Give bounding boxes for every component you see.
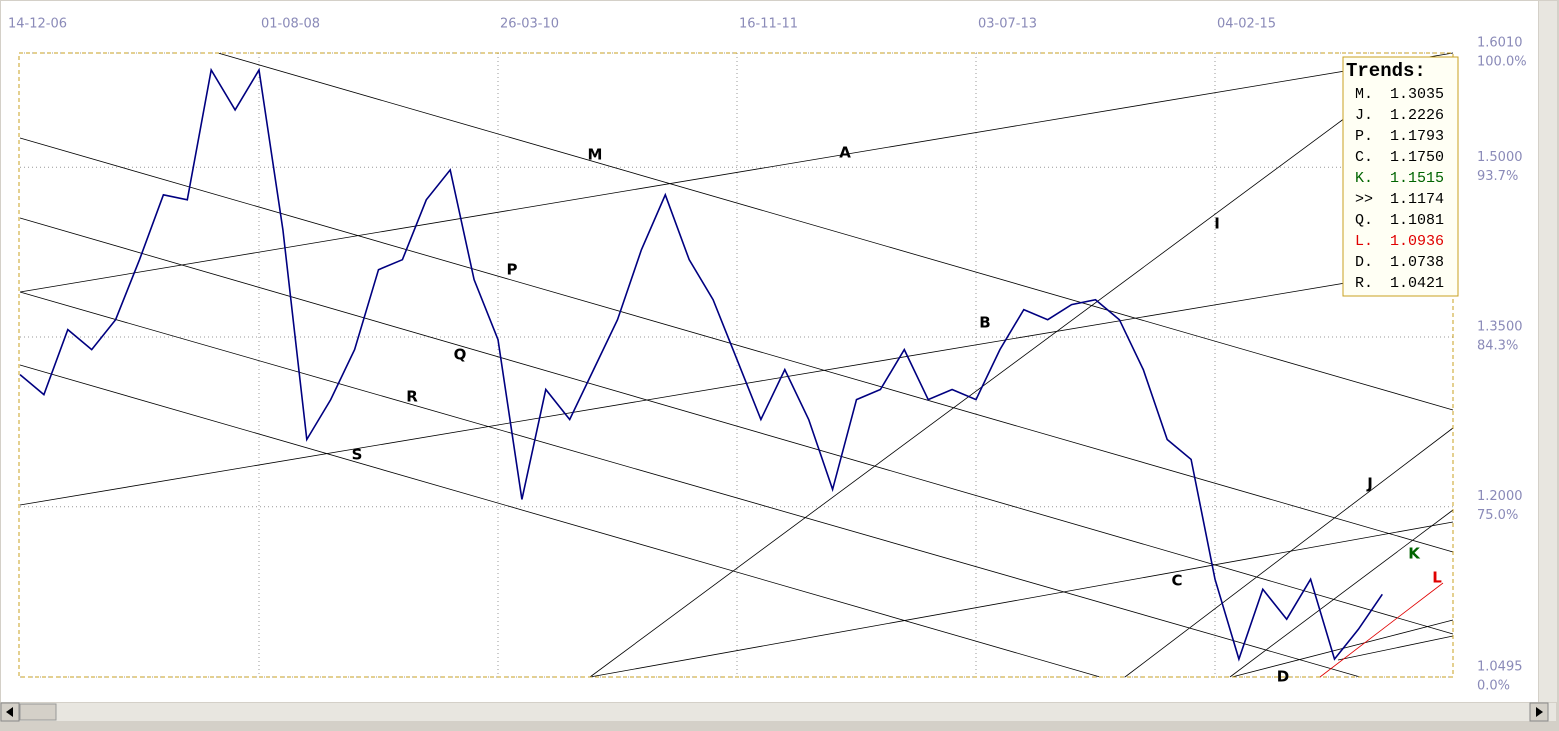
trend-line [19, 52, 1454, 293]
y-tick-percent-label: 100.0% [1477, 55, 1527, 70]
plot-border [18, 52, 1454, 678]
trend-line [589, 521, 1454, 678]
x-tick-label: 01-08-08 [261, 17, 320, 32]
trend-line-label: K [1408, 545, 1421, 563]
arrow-right-icon [1536, 707, 1543, 717]
trend-row-value: 1.0421 [1390, 275, 1444, 292]
horizontal-scrollbar[interactable] [1, 703, 1556, 721]
trend-line-label: R [406, 388, 418, 406]
trend-row-label: Q. [1355, 212, 1373, 229]
y-tick-label: 1.6010 [1477, 36, 1523, 51]
trend-line-label: I [1214, 215, 1220, 233]
x-tick-label: 16-11-11 [739, 17, 798, 32]
chart-background [1, 1, 1538, 702]
trend-row-label: L. [1355, 233, 1373, 250]
trends-box [1342, 56, 1459, 297]
trend-row-value: 1.1174 [1390, 191, 1444, 208]
y-tick-label: 1.0495 [1477, 660, 1523, 675]
trend-line-label: M [588, 146, 603, 164]
trend-line-label: B [979, 314, 990, 332]
trend-line [19, 264, 1454, 506]
y-tick-label: 1.5000 [1477, 150, 1523, 165]
y-tick-percent-label: 0.0% [1477, 679, 1510, 694]
trend-row-value: 1.1081 [1390, 212, 1444, 229]
trends-title: Trends: [1346, 60, 1426, 82]
trend-lines [19, 52, 1454, 678]
trend-row-label: J. [1355, 107, 1373, 124]
arrow-left-icon [6, 707, 13, 717]
trend-line [19, 364, 1101, 678]
trend-line-labels: M A P Q R S B I J C KL D [352, 144, 1443, 686]
trend-row-value: 1.0936 [1390, 233, 1444, 250]
trend-line-label: Q [454, 346, 467, 364]
price-line [19, 67, 1383, 662]
plot [19, 67, 1383, 662]
trend-line [1337, 635, 1454, 661]
trend-row-label: P. [1355, 128, 1373, 145]
trend-row-label: M. [1355, 86, 1373, 103]
trend-line-label: A [839, 144, 851, 162]
axis-labels: 1.6010 100.0% 1.5000 93.7% 1.3500 84.3% 1.2000… [8, 17, 1527, 694]
trend-row-label: R. [1355, 275, 1373, 292]
y-tick-percent-label: 93.7% [1477, 169, 1518, 184]
trend-line-label: L [1432, 569, 1442, 587]
trend-line [589, 117, 1346, 678]
trend-line [1229, 509, 1454, 678]
trends-rows: M. 1.3035 J. 1.2226 P. 1.1793 C. 1.1750 K. 1.1515… [1355, 86, 1444, 292]
x-tick-label: 26-03-10 [500, 17, 559, 32]
trend-line [1124, 427, 1454, 678]
trend-line-label: S [352, 446, 363, 464]
trend-row-label: C. [1355, 149, 1373, 166]
y-tick-percent-label: 75.0% [1477, 508, 1518, 523]
trend-row-value: 1.1515 [1390, 170, 1444, 187]
x-tick-label: 03-07-13 [978, 17, 1037, 32]
trend-row-value: 1.2226 [1390, 107, 1444, 124]
trend-line-label: P [507, 261, 518, 279]
vertical-scrollbar[interactable] [1539, 1, 1557, 702]
y-tick-label: 1.2000 [1477, 489, 1523, 504]
x-tick-label: 14-12-06 [8, 17, 67, 32]
trend-row-value: 1.1750 [1390, 149, 1444, 166]
trend-row-value: 1.1793 [1390, 128, 1444, 145]
trend-line-label: D [1277, 668, 1289, 686]
trend-line [217, 52, 1454, 411]
trend-line [1319, 582, 1444, 678]
trend-line [19, 137, 1454, 553]
trend-row-label: D. [1355, 254, 1373, 271]
y-tick-label: 1.3500 [1477, 319, 1523, 334]
y-tick-percent-label: 84.3% [1477, 338, 1518, 353]
trend-row-value: 1.0738 [1390, 254, 1444, 271]
trend-row-label: >> [1355, 191, 1373, 208]
trend-line-label: C [1171, 572, 1182, 590]
x-tick-label: 04-02-15 [1217, 17, 1276, 32]
trend-row-value: 1.3035 [1390, 86, 1444, 103]
trend-line-label: J [1366, 475, 1373, 493]
scroll-thumb[interactable] [19, 703, 57, 721]
trend-line [19, 291, 1361, 678]
trend-row-label: K. [1355, 170, 1373, 187]
